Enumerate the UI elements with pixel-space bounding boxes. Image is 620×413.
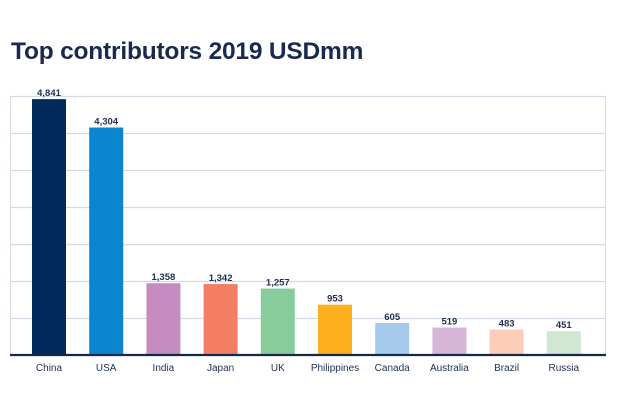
bar-philippines <box>318 304 352 355</box>
data-label-usa: 4,304 <box>94 117 118 128</box>
bar-japan <box>203 284 238 355</box>
data-label-australia: 519 <box>441 317 457 328</box>
data-label-uk: 1,257 <box>266 278 290 289</box>
bar-russia <box>546 331 581 355</box>
bar-brazil <box>489 329 524 355</box>
category-label-japan: Japan <box>207 363 234 374</box>
data-label-japan: 1,342 <box>209 273 233 284</box>
chart-title: Top contributors 2019 USDmm <box>11 38 364 65</box>
bar-china <box>32 99 66 356</box>
category-labels: China USA India Japan UK Philippines Canada Aus… <box>36 363 580 374</box>
category-label-canada: Canada <box>375 363 410 374</box>
data-label-philippines: 953 <box>327 294 343 305</box>
data-label-brazil: 483 <box>499 318 515 329</box>
bar-australia <box>432 327 467 355</box>
bar-canada <box>375 323 410 355</box>
bar-uk <box>260 288 295 355</box>
category-label-australia: Australia <box>430 363 469 374</box>
category-label-china: China <box>36 363 63 374</box>
data-labels: 4,841 4,304 1,358 1,342 1,257 953 605 519 483 451 <box>37 88 572 331</box>
category-label-usa: USA <box>96 363 117 374</box>
category-label-uk: UK <box>271 363 285 374</box>
bars <box>32 99 581 356</box>
bar-india <box>146 283 181 355</box>
data-label-china: 4,841 <box>37 88 61 99</box>
data-label-russia: 451 <box>556 320 573 331</box>
bar-usa <box>89 127 124 355</box>
category-label-philippines: Philippines <box>311 363 359 374</box>
category-label-india: India <box>153 363 175 374</box>
data-label-india: 1,358 <box>152 272 176 283</box>
category-label-russia: Russia <box>549 363 580 374</box>
data-label-canada: 605 <box>384 312 401 323</box>
category-label-brazil: Brazil <box>494 363 519 374</box>
